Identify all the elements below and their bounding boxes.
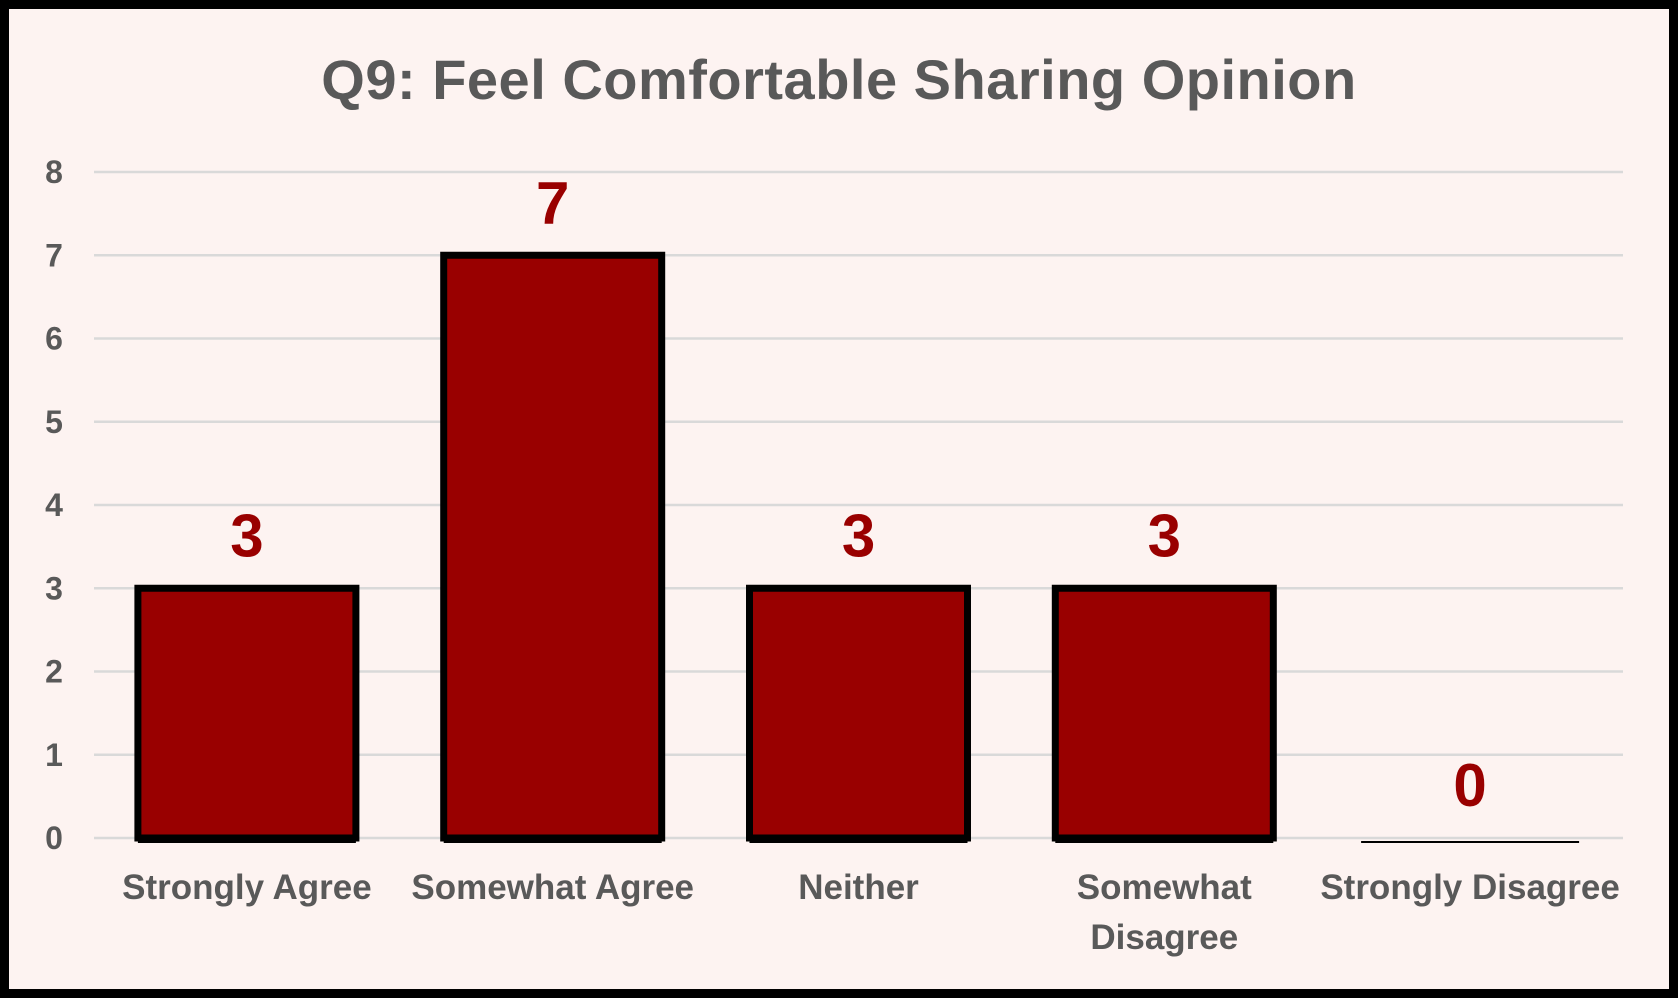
- category-label: Neither: [798, 868, 919, 907]
- data-label: 3: [1148, 502, 1181, 569]
- bar: [440, 251, 666, 842]
- bar: [1051, 584, 1277, 842]
- category-label: Somewhat Disagree: [1077, 868, 1252, 957]
- category-labels: Strongly Agree Somewhat Agree Neither Somew…: [122, 868, 1620, 957]
- y-tick-label: 8: [45, 154, 63, 190]
- category-label: Strongly Disagree: [1320, 868, 1620, 907]
- y-tick-label: 7: [45, 237, 63, 273]
- bars: [134, 251, 1277, 842]
- data-label: 3: [842, 502, 875, 569]
- y-tick-label: 0: [45, 820, 63, 856]
- y-axis-tick-labels: 0 1 2 3 4 5 6 7 8: [45, 154, 63, 856]
- y-tick-label: 2: [45, 654, 63, 690]
- y-tick-label: 4: [45, 487, 63, 523]
- chart-title: Q9: Feel Comfortable Sharing Opinion: [321, 48, 1357, 111]
- bar: [134, 584, 360, 842]
- data-label: 7: [536, 169, 569, 236]
- y-tick-label: 5: [45, 404, 63, 440]
- category-label: Strongly Agree: [122, 868, 372, 907]
- category-label: Somewhat Agree: [411, 868, 694, 907]
- data-label: 3: [230, 502, 263, 569]
- y-tick-label: 3: [45, 570, 63, 606]
- bar-chart: 0 1 2 3 4 5 6 7 8 3 7 3 3 0 Strongly Agree Somewhat A…: [45, 154, 1623, 957]
- y-tick-label: 1: [45, 737, 63, 773]
- y-tick-label: 6: [45, 321, 63, 357]
- bar: [746, 584, 971, 842]
- data-label: 0: [1453, 752, 1486, 819]
- data-labels: 3 7 3 3 0: [230, 169, 1487, 819]
